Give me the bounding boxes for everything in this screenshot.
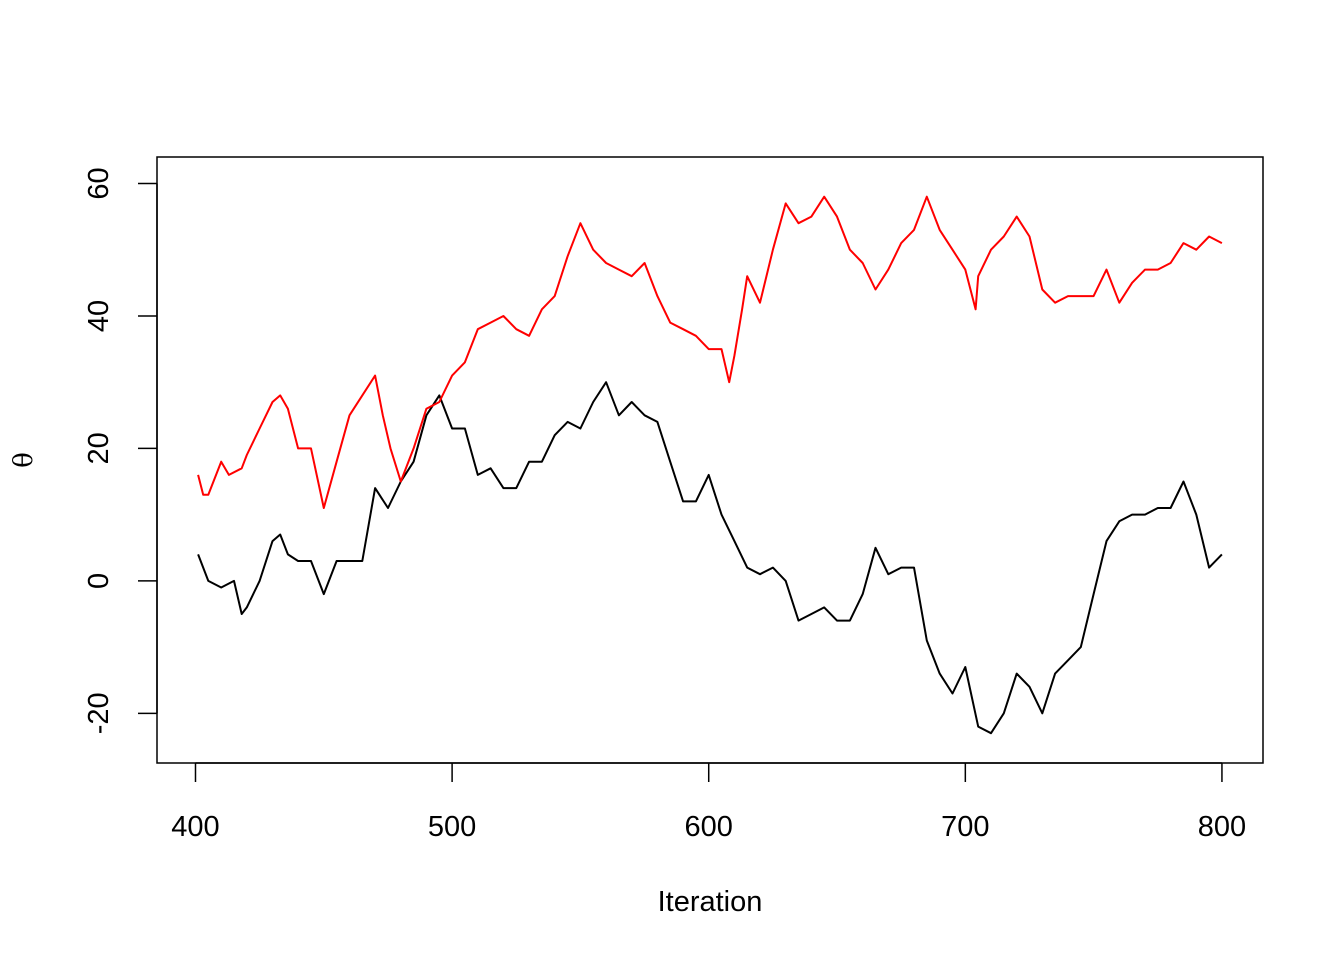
x-tick-label-700: 700: [941, 811, 989, 843]
x-tick-label-500: 500: [428, 811, 476, 843]
series-line-2: [197, 195, 1223, 509]
x-tick-label-400: 400: [171, 811, 219, 843]
x-tick-label-800: 800: [1198, 811, 1246, 843]
y-tick-label--20: -20: [83, 692, 115, 734]
series-layer: [197, 195, 1223, 735]
y-tick-label-60: 60: [83, 167, 115, 199]
x-tick-label-600: 600: [685, 811, 733, 843]
x-axis: 400 500 600 700 800: [171, 762, 1246, 843]
y-tick-label-20: 20: [83, 432, 115, 464]
y-tick-label-40: 40: [83, 300, 115, 332]
series-line-1: [197, 381, 1223, 735]
y-tick-label-0: 0: [83, 573, 115, 589]
y-axis-title: θ: [9, 452, 39, 468]
x-axis-title: Iteration: [658, 886, 763, 918]
plot-frame: [156, 156, 1264, 764]
y-axis: -20 0 20 40 60: [83, 167, 158, 734]
